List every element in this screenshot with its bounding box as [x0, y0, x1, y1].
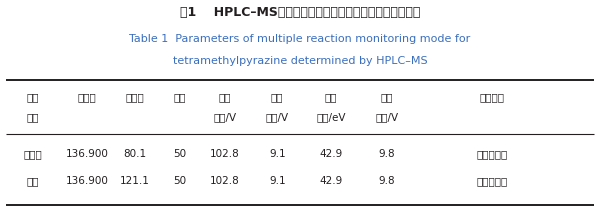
Text: 电压/V: 电压/V — [214, 112, 236, 122]
Text: 名称: 名称 — [27, 112, 39, 122]
Text: 组分: 组分 — [27, 92, 39, 102]
Text: 检测模式: 检测模式 — [479, 92, 505, 102]
Text: 四甲基: 四甲基 — [23, 149, 43, 159]
Text: 9.8: 9.8 — [379, 176, 395, 186]
Text: 碰撞: 碰撞 — [325, 92, 337, 102]
Text: 50: 50 — [173, 176, 187, 186]
Text: 50: 50 — [173, 149, 187, 159]
Text: tetramethylpyrazine determined by HPLC–MS: tetramethylpyrazine determined by HPLC–M… — [173, 56, 427, 66]
Text: 电压/V: 电压/V — [266, 112, 289, 122]
Text: 正离子模式: 正离子模式 — [476, 149, 508, 159]
Text: 频率: 频率 — [174, 92, 186, 102]
Text: 正离子模式: 正离子模式 — [476, 176, 508, 186]
Text: 42.9: 42.9 — [320, 176, 343, 186]
Text: 42.9: 42.9 — [320, 149, 343, 159]
Text: 136.900: 136.900 — [65, 149, 109, 159]
Text: 102.8: 102.8 — [210, 149, 240, 159]
Text: 表1    HPLC–MS法测定四甲基吡嗪多反应监测模式条件参数: 表1 HPLC–MS法测定四甲基吡嗪多反应监测模式条件参数 — [180, 5, 420, 19]
Text: 吡嗪: 吡嗪 — [27, 176, 39, 186]
Text: 能量/eV: 能量/eV — [316, 112, 346, 122]
Text: 母离子: 母离子 — [77, 92, 97, 102]
Text: 9.1: 9.1 — [269, 149, 286, 159]
Text: 子离子: 子离子 — [125, 92, 145, 102]
Text: 102.8: 102.8 — [210, 176, 240, 186]
Text: 出口: 出口 — [381, 92, 393, 102]
Text: Table 1  Parameters of multiple reaction monitoring mode for: Table 1 Parameters of multiple reaction … — [130, 34, 470, 44]
Text: 9.8: 9.8 — [379, 149, 395, 159]
Text: 9.1: 9.1 — [269, 176, 286, 186]
Text: 去簇: 去簇 — [219, 92, 231, 102]
Text: 80.1: 80.1 — [124, 149, 146, 159]
Text: 136.900: 136.900 — [65, 176, 109, 186]
Text: 入口: 入口 — [271, 92, 283, 102]
Text: 电压/V: 电压/V — [376, 112, 398, 122]
Text: 121.1: 121.1 — [120, 176, 150, 186]
